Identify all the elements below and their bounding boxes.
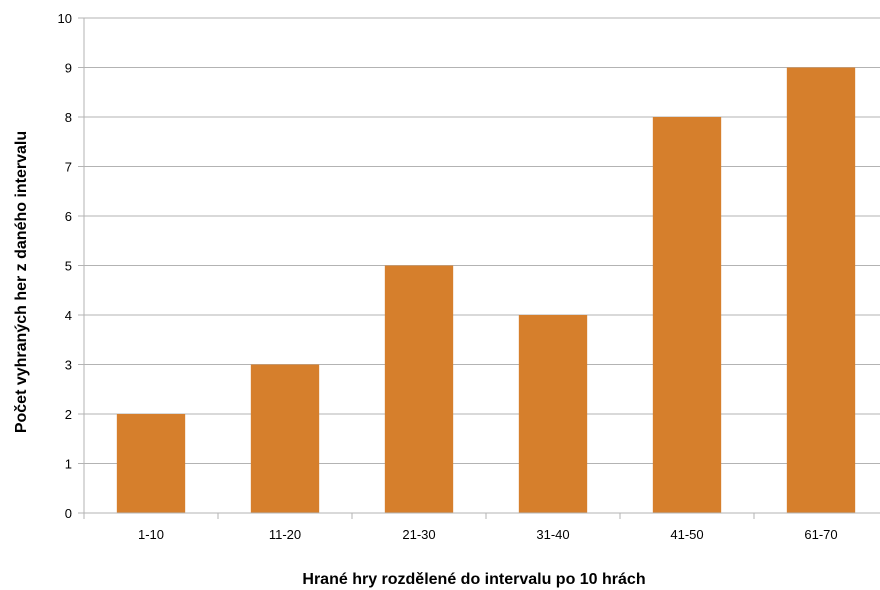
bars [116,67,856,513]
x-tick-label: 1-10 [138,527,164,542]
bar-1-10 [116,414,186,513]
x-tick-label: 31-40 [536,527,569,542]
bar-21-30 [384,265,454,513]
y-tick-label: 8 [65,110,72,125]
y-tick-label: 1 [65,457,72,472]
y-axis-title: Počet vyhraných her z daného intervalu [13,131,30,433]
y-tick-label: 6 [65,209,72,224]
y-tick-label: 3 [65,358,72,373]
x-tick-label: 41-50 [670,527,703,542]
bar-61-70 [786,67,856,513]
x-tick-label: 21-30 [402,527,435,542]
y-tick-label: 0 [65,506,72,521]
y-tick-labels: 0 1 2 3 4 5 6 7 8 9 10 [58,11,72,521]
y-tick-label: 7 [65,160,72,175]
x-tick-label: 11-20 [269,527,301,542]
axes [78,17,880,519]
x-tick-labels: 1-10 11-20 21-30 31-40 41-50 61-70 [138,527,838,542]
y-tick-label: 5 [65,259,72,274]
y-tick-label: 4 [65,308,72,323]
bar-11-20 [250,364,320,513]
x-axis-title: Hrané hry rozdělené do intervalu po 10 h… [302,571,645,588]
y-tick-label: 2 [65,407,72,422]
bar-31-40 [518,315,588,513]
bar-41-50 [652,117,722,513]
y-tick-label: 9 [65,61,72,76]
gridlines [84,17,880,464]
x-tick-label: 61-70 [804,527,837,542]
y-tick-label: 10 [58,11,72,26]
